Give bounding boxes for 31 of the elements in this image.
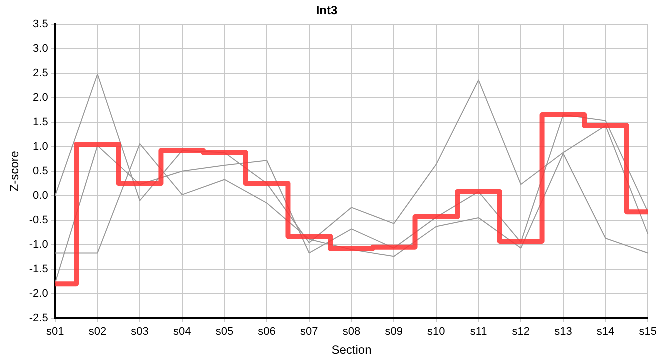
x-tick-label: s13 (554, 326, 572, 338)
x-tick-label: s05 (216, 326, 234, 338)
y-tick-label: 0.5 (33, 165, 48, 178)
x-tick-label: s06 (258, 326, 276, 338)
x-tick-label: s11 (470, 326, 488, 338)
y-tick-label: -0.5 (29, 214, 48, 226)
x-tick-label: s07 (300, 326, 318, 338)
y-tick-label: 2.5 (33, 67, 48, 80)
x-tick-label: s14 (596, 326, 615, 338)
y-tick-label: -1.0 (29, 238, 48, 251)
y-axis-title: Z-score (8, 150, 22, 192)
x-tick-label: s10 (428, 326, 446, 338)
y-tick-label: 2.0 (33, 92, 48, 104)
y-tick-label: 3.5 (33, 18, 48, 30)
y-tick-label: 1.5 (33, 116, 48, 128)
y-tick-label: -2.0 (29, 288, 48, 300)
x-tick-label: s02 (88, 326, 107, 338)
x-tick-label: s09 (385, 326, 403, 338)
chart-title: Int3 (316, 4, 338, 18)
x-tick-label: s04 (174, 326, 192, 338)
x-tick-label: s12 (512, 326, 530, 338)
y-tick-label: 0.0 (33, 190, 48, 202)
y-tick-label: 1.0 (33, 140, 48, 153)
x-tick-label: s01 (46, 326, 64, 338)
x-axis-title: Section (332, 343, 372, 358)
x-tick-label: s15 (639, 326, 658, 338)
x-tick-label: s08 (342, 326, 361, 338)
y-tick-label: 3.0 (33, 42, 48, 55)
x-tick-label: s03 (131, 326, 149, 338)
y-tick-label: -2.5 (29, 312, 48, 324)
y-tick-label: -1.5 (29, 263, 48, 276)
